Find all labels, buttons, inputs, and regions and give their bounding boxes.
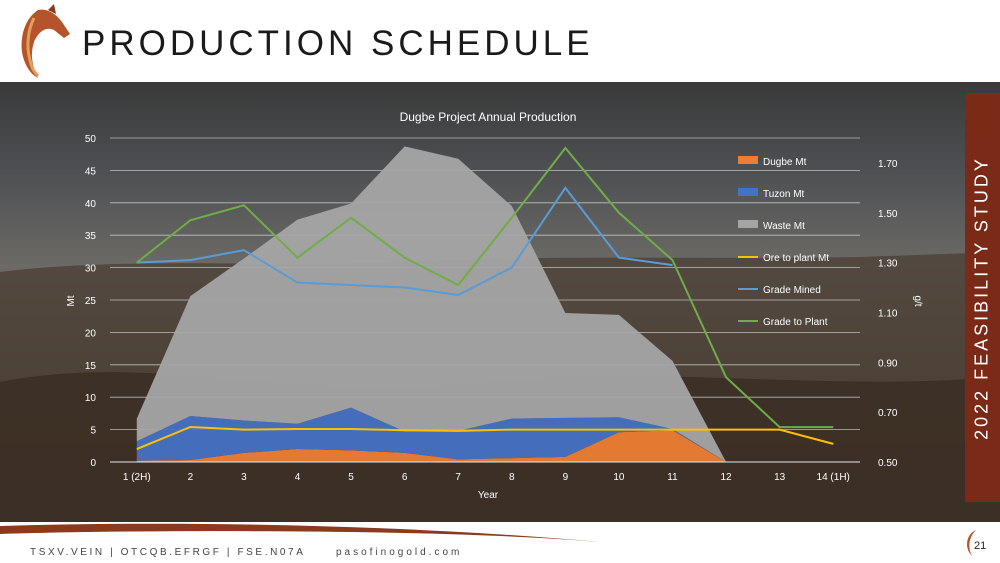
legend-label: Grade to Plant: [763, 317, 828, 328]
area-dugbe-mt: [136, 430, 727, 462]
x-tick-label: 2: [188, 472, 194, 483]
y2-tick-label: 0.70: [878, 408, 898, 419]
y2-tick-label: 1.10: [878, 308, 898, 319]
x-tick-label: 14 (1H): [817, 472, 850, 483]
y2-tick-label: 1.50: [878, 209, 898, 220]
side-banner: [965, 93, 1000, 502]
legend-label: Waste Mt: [763, 221, 805, 232]
slide-header: PRODUCTION SCHEDULE: [0, 0, 1000, 82]
legend-swatch: [738, 188, 758, 196]
legend-label: Ore to plant Mt: [763, 253, 829, 264]
x-tick-label: 11: [667, 472, 678, 483]
x-tick-label: 10: [613, 472, 625, 483]
y2-tick-label: 1.30: [878, 259, 898, 270]
chart-title: Dugbe Project Annual Production: [400, 110, 577, 124]
y2-tick-label: 0.50: [878, 458, 898, 469]
legend-label: Tuzon Mt: [763, 189, 805, 200]
legend-label: Dugbe Mt: [763, 157, 807, 168]
legend-label: Grade Mined: [763, 285, 821, 296]
line-ore-to-plant-mt: [136, 425, 834, 450]
area-tuzon-mt: [136, 407, 727, 462]
footer-tickers: TSXV.VEIN | OTCQB.EFRGF | FSE.N07A: [30, 547, 306, 558]
x-tick-label: 5: [348, 472, 354, 483]
legend-swatch: [738, 156, 758, 164]
y-tick-label: 20: [85, 328, 97, 339]
y-tick-label: 0: [90, 458, 96, 469]
x-tick-label: 12: [721, 472, 733, 483]
line-grade-to-plant: [136, 146, 834, 429]
y-tick-label: 40: [85, 199, 97, 210]
page-title: PRODUCTION SCHEDULE: [82, 24, 594, 63]
y-tick-label: 45: [85, 166, 97, 177]
y2-tick-label: 0.90: [878, 358, 898, 369]
page-number: 21: [974, 540, 987, 552]
y-tick-label: 50: [85, 134, 97, 145]
horse-logo-icon: [21, 4, 70, 79]
y-tick-label: 35: [85, 231, 97, 242]
x-tick-label: 4: [295, 472, 301, 483]
mini-logo-icon: [967, 530, 976, 556]
legend-swatch: [738, 220, 758, 228]
x-tick-label: 3: [241, 472, 247, 483]
y-tick-label: 5: [90, 426, 96, 437]
y2-tick-label: 1.70: [878, 159, 898, 170]
x-tick-label: 9: [563, 472, 569, 483]
y-axis-title: Mt: [66, 295, 77, 306]
area-waste-mt: [136, 146, 727, 462]
footer: [0, 522, 1000, 563]
y-tick-label: 25: [85, 296, 97, 307]
side-banner-text: 2022 FEASIBILITY STUDY: [971, 156, 992, 440]
x-tick-label: 1 (2H): [123, 472, 151, 483]
y2-axis-title: g/t: [912, 295, 923, 306]
x-axis-title: Year: [478, 490, 499, 501]
x-tick-label: 8: [509, 472, 515, 483]
footer-website: pasofinogold.com: [336, 547, 463, 558]
x-tick-label: 6: [402, 472, 408, 483]
line-grade-mined: [136, 186, 673, 297]
x-tick-label: 7: [455, 472, 461, 483]
footer-swoosh: [0, 523, 600, 563]
x-tick-label: 13: [774, 472, 786, 483]
y-tick-label: 10: [85, 393, 97, 404]
y-tick-label: 15: [85, 361, 97, 372]
y-tick-label: 30: [85, 264, 97, 275]
